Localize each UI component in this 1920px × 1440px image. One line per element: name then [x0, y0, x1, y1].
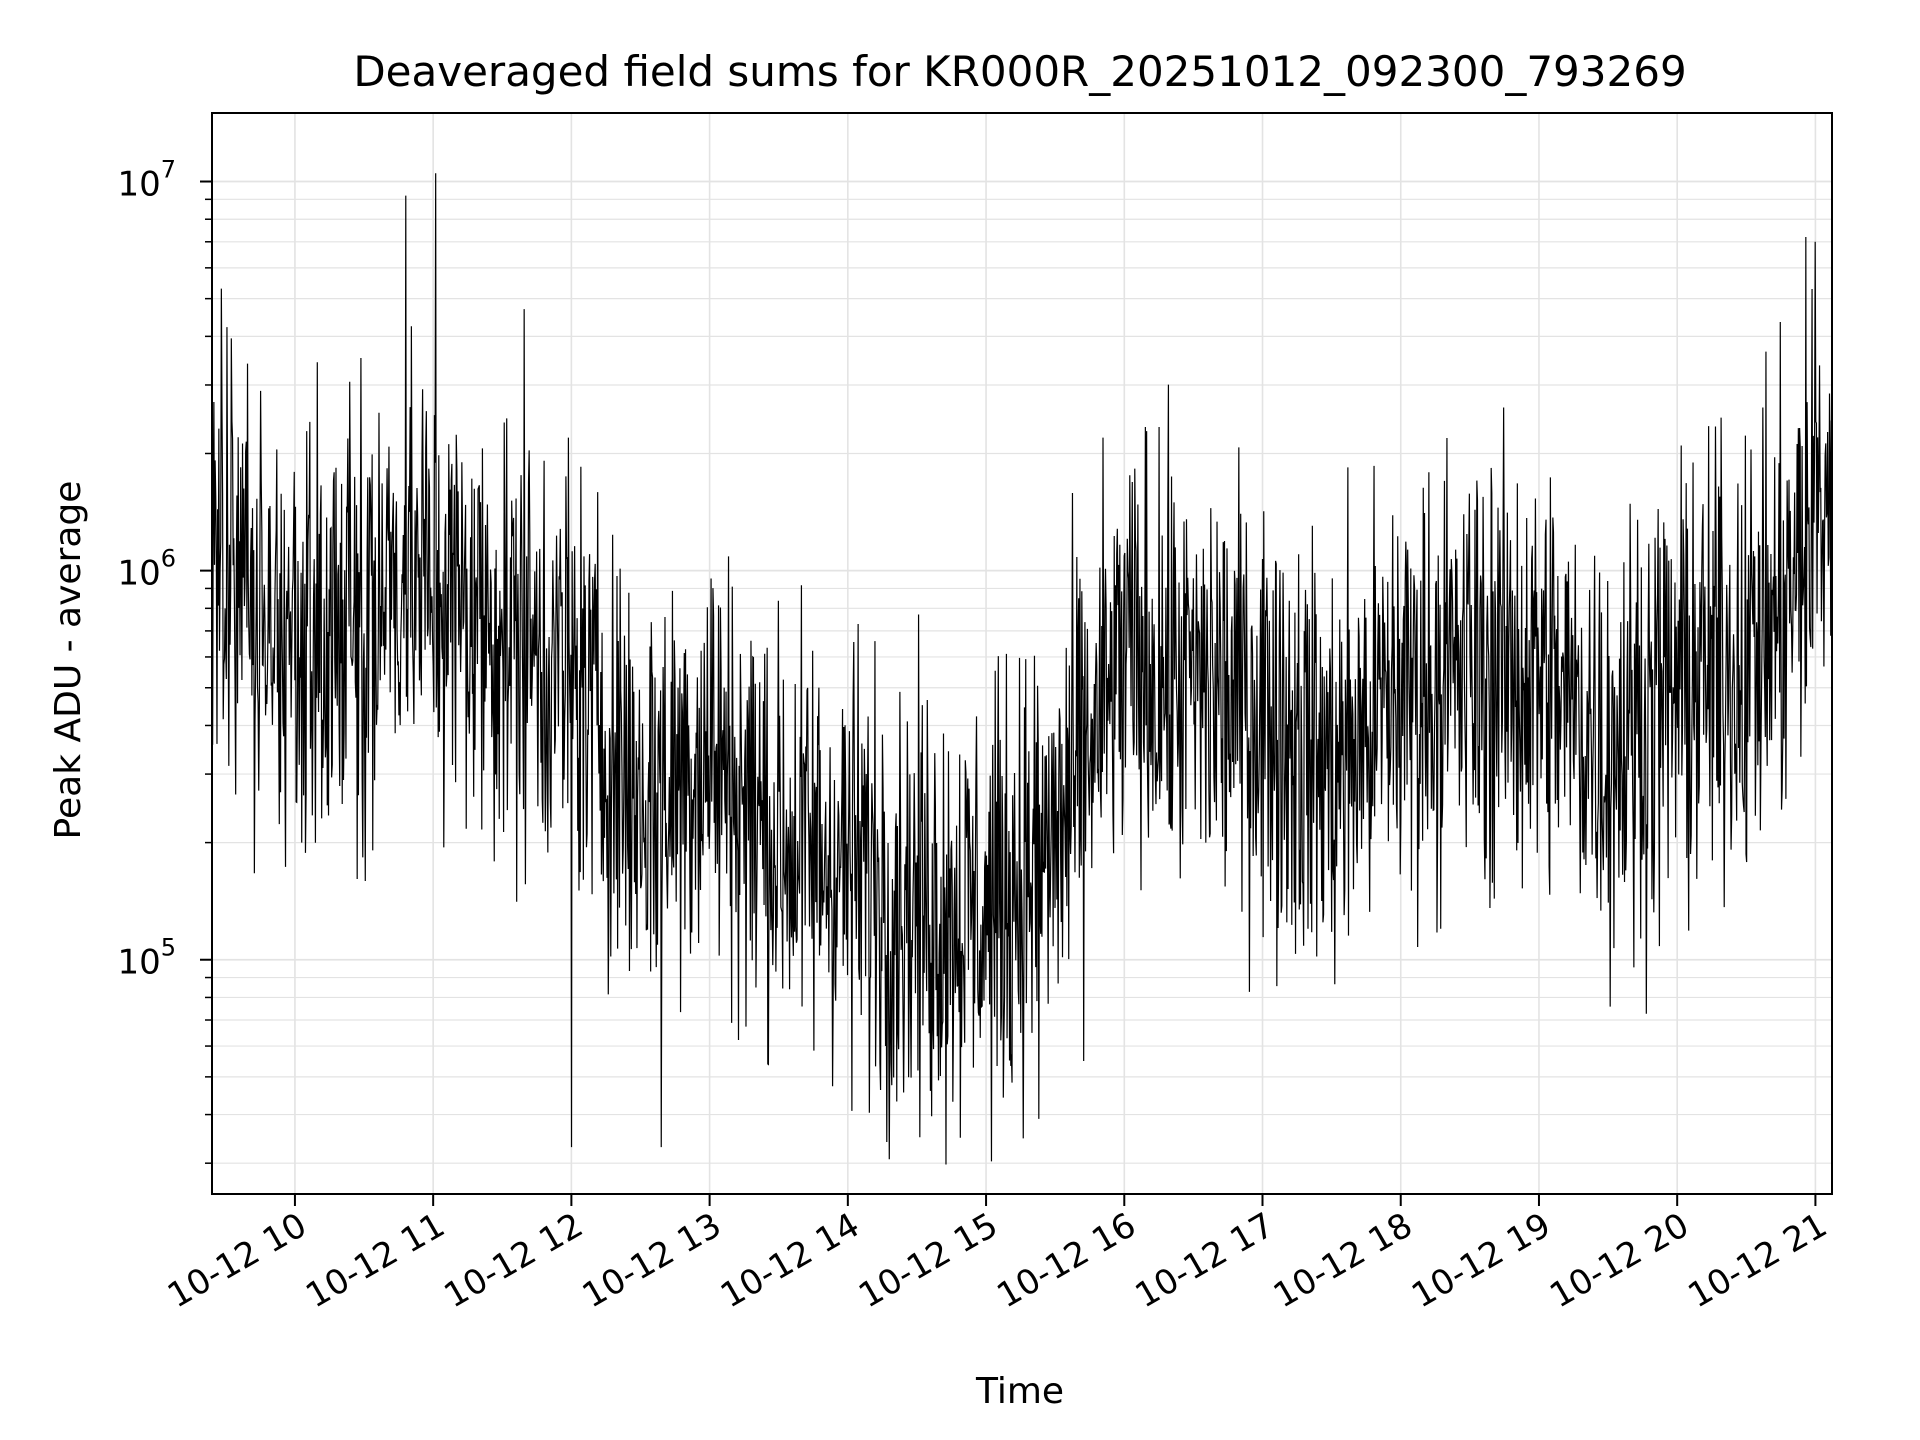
x-tick-label: 10-12 17 — [1129, 1205, 1281, 1316]
x-tick-label: 10-12 11 — [299, 1205, 451, 1316]
x-tick-label: 10-12 10 — [161, 1205, 313, 1316]
y-tick-label: 107 — [117, 156, 176, 205]
x-tick-label: 10-12 15 — [852, 1205, 1004, 1316]
series-line — [211, 173, 1833, 1165]
x-tick-label: 10-12 20 — [1543, 1205, 1695, 1316]
x-tick-label: 10-12 16 — [990, 1205, 1142, 1316]
y-tick-exponent: 5 — [161, 934, 176, 962]
y-axis-label: Peak ADU - average — [48, 481, 89, 840]
x-tick-label: 10-12 18 — [1267, 1205, 1419, 1316]
chart-title: Deaveraged field sums for KR000R_2025101… — [353, 47, 1686, 96]
x-tick-label: 10-12 21 — [1682, 1205, 1834, 1316]
y-axis: 105 106 107 — [117, 156, 212, 1164]
x-axis-label: Time — [975, 1371, 1064, 1412]
y-tick-exponent: 7 — [161, 156, 176, 184]
plot-frame — [211, 112, 1833, 1195]
x-tick-label: 10-12 12 — [437, 1205, 589, 1316]
y-tick-exponent: 6 — [161, 545, 176, 573]
x-tick-label: 10-12 14 — [714, 1205, 866, 1316]
x-tick-label: 10-12 19 — [1405, 1205, 1557, 1316]
y-tick-label: 106 — [117, 545, 176, 594]
y-tick-label: 105 — [117, 934, 176, 983]
series-group — [211, 173, 1833, 1165]
x-tick-label: 10-12 13 — [576, 1205, 728, 1316]
